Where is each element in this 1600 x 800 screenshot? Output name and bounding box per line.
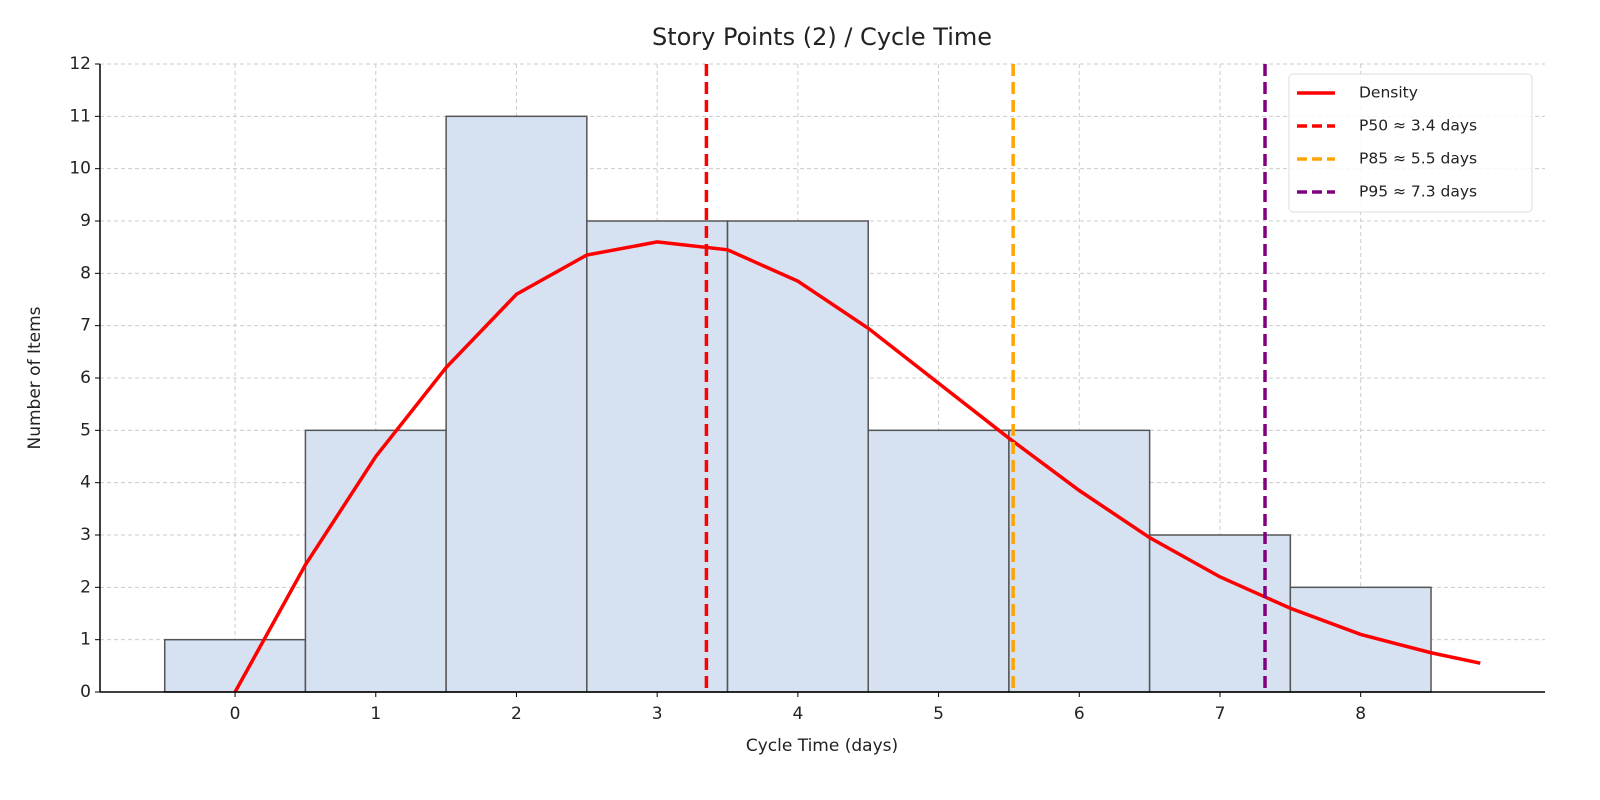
y-tick-label: 12 xyxy=(69,54,91,74)
y-tick-label: 9 xyxy=(80,211,91,231)
legend-label: P50 ≈ 3.4 days xyxy=(1359,117,1477,135)
y-tick-label: 11 xyxy=(69,106,91,126)
y-tick-label: 8 xyxy=(80,263,91,283)
y-tick-label: 3 xyxy=(80,525,91,545)
y-tick-label: 0 xyxy=(80,682,91,702)
x-tick-label: 0 xyxy=(230,704,241,724)
x-axis-label: Cycle Time (days) xyxy=(746,736,898,756)
bar xyxy=(726,220,869,693)
legend-label: Density xyxy=(1359,84,1418,102)
bar xyxy=(445,115,588,693)
y-tick-label: 10 xyxy=(69,159,91,179)
bar xyxy=(163,638,307,693)
x-tick-label: 6 xyxy=(1074,704,1085,724)
x-tick-label: 3 xyxy=(652,704,663,724)
y-tick-label: 4 xyxy=(80,473,91,493)
x-tick-label: 2 xyxy=(511,704,522,724)
legend-label: P85 ≈ 5.5 days xyxy=(1359,150,1477,168)
x-tick-label: 7 xyxy=(1215,704,1226,724)
bar xyxy=(586,220,729,693)
bar xyxy=(867,429,1010,693)
y-tick-label: 5 xyxy=(80,420,91,440)
density-line xyxy=(233,240,1481,693)
x-tick-label: 5 xyxy=(933,704,944,724)
y-tick-label: 2 xyxy=(80,577,91,597)
y-tick-label: 1 xyxy=(80,630,91,650)
bar xyxy=(1008,429,1151,693)
legend-box xyxy=(1288,73,1533,213)
x-tick-label: 4 xyxy=(792,704,803,724)
y-tick-label: 7 xyxy=(80,316,91,336)
bar xyxy=(1148,534,1292,693)
x-tick-label: 1 xyxy=(370,704,381,724)
bar xyxy=(1289,586,1432,693)
y-tick-label: 6 xyxy=(80,368,91,388)
legend-label: P95 ≈ 7.3 days xyxy=(1359,183,1477,201)
bar xyxy=(304,429,447,693)
x-tick-label: 8 xyxy=(1355,704,1366,724)
chart-title: Story Points (2) / Cycle Time xyxy=(652,23,992,51)
y-axis-label: Number of Items xyxy=(25,306,45,449)
